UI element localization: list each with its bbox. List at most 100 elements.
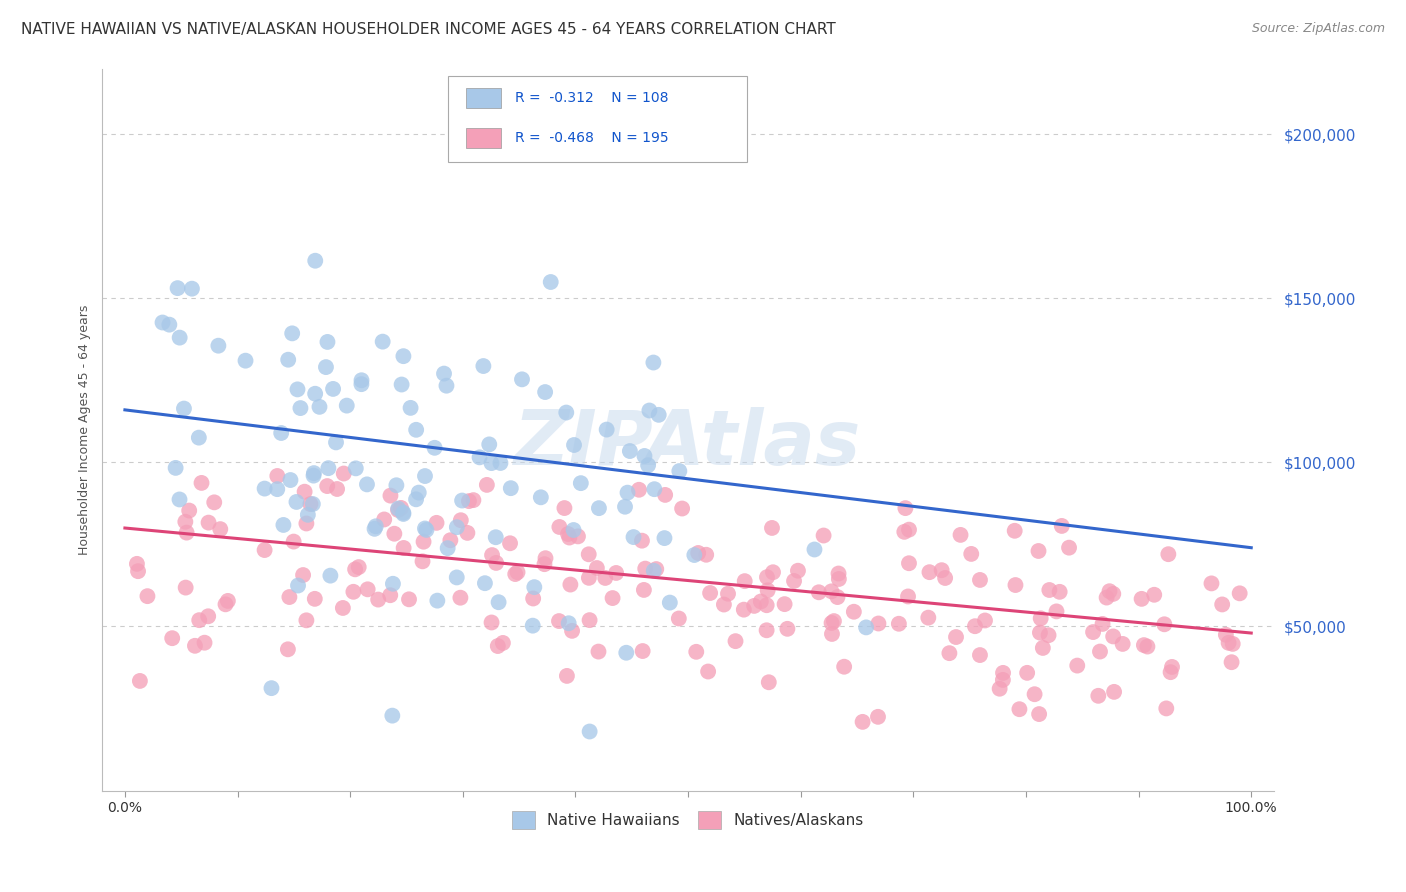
Point [408, 485, 430, 500]
Point [1088, 644, 1111, 658]
Point [683, 548, 706, 562]
Point [413, 469, 436, 483]
Point [436, 378, 458, 392]
Point [373, 512, 395, 526]
Point [1156, 701, 1178, 715]
Point [209, 522, 232, 536]
Point [499, 536, 522, 550]
Legend: Native Hawaiians, Natives/Alaskans: Native Hawaiians, Natives/Alaskans [506, 805, 870, 835]
Point [558, 531, 581, 545]
Point [945, 630, 967, 644]
Point [548, 614, 571, 628]
Point [756, 583, 779, 598]
Point [685, 645, 707, 659]
FancyBboxPatch shape [465, 88, 501, 108]
Point [697, 665, 720, 679]
Point [472, 359, 495, 373]
Point [734, 574, 756, 589]
Point [522, 591, 544, 606]
Point [294, 484, 316, 499]
Point [555, 669, 578, 683]
Point [468, 450, 491, 465]
Point [887, 616, 910, 631]
Point [821, 627, 844, 641]
Point [486, 639, 509, 653]
Point [184, 639, 207, 653]
Point [451, 493, 474, 508]
Point [654, 488, 676, 502]
Point [322, 382, 344, 396]
Point [938, 646, 960, 660]
Point [399, 401, 422, 415]
Point [555, 406, 578, 420]
Point [181, 282, 204, 296]
Point [595, 423, 617, 437]
Point [387, 501, 409, 516]
FancyBboxPatch shape [449, 76, 747, 162]
Point [560, 577, 582, 591]
Point [1028, 707, 1050, 722]
Point [917, 610, 939, 624]
Point [593, 571, 616, 585]
Point [1098, 584, 1121, 599]
Point [295, 613, 318, 627]
Point [1102, 629, 1125, 643]
Point [160, 631, 183, 645]
Point [332, 467, 354, 481]
Point [578, 547, 600, 561]
Point [713, 598, 735, 612]
Point [350, 373, 373, 387]
Point [1024, 687, 1046, 701]
Point [319, 568, 342, 582]
Point [561, 624, 583, 638]
Point [974, 614, 997, 628]
Point [807, 585, 830, 599]
Point [253, 482, 276, 496]
Point [169, 492, 191, 507]
Point [637, 458, 659, 472]
Point [897, 556, 920, 570]
Point [290, 401, 312, 415]
Point [347, 560, 370, 574]
Point [405, 423, 427, 437]
Point [283, 534, 305, 549]
Point [1004, 524, 1026, 538]
Point [623, 530, 645, 544]
Point [152, 316, 174, 330]
Point [356, 477, 378, 491]
Point [586, 561, 609, 575]
Point [190, 475, 212, 490]
Point [588, 644, 610, 658]
Point [963, 619, 986, 633]
Point [273, 518, 295, 533]
Point [413, 521, 436, 535]
Point [363, 522, 385, 536]
Point [325, 435, 347, 450]
Point [578, 613, 600, 627]
Point [295, 516, 318, 531]
Point [299, 497, 322, 511]
Point [758, 675, 780, 690]
Point [724, 634, 747, 648]
Point [412, 534, 434, 549]
Point [557, 616, 579, 631]
Point [336, 399, 359, 413]
Point [506, 565, 529, 579]
Point [202, 495, 225, 509]
Point [931, 563, 953, 577]
Point [475, 478, 498, 492]
Point [449, 591, 471, 605]
Point [1066, 658, 1088, 673]
Point [1133, 638, 1156, 652]
Point [304, 253, 326, 268]
Point [302, 466, 325, 480]
Point [458, 494, 481, 508]
Point [179, 503, 201, 517]
Point [803, 542, 825, 557]
Point [1045, 604, 1067, 618]
Point [446, 520, 468, 534]
Point [385, 478, 408, 492]
Point [127, 564, 149, 578]
Point [827, 566, 849, 581]
Point [318, 461, 340, 475]
